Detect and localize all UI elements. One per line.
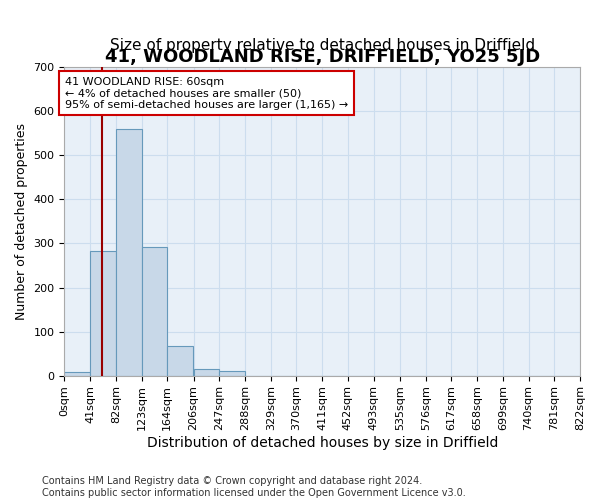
X-axis label: Distribution of detached houses by size in Driffield: Distribution of detached houses by size … (146, 436, 498, 450)
Bar (167, 346, 193, 376)
Bar (116, 129, 142, 376)
Bar (90, 251, 116, 376)
Text: Size of property relative to detached houses in Driffield: Size of property relative to detached ho… (110, 38, 535, 54)
Text: 41 WOODLAND RISE: 60sqm
← 4% of detached houses are smaller (50)
95% of semi-det: 41 WOODLAND RISE: 60sqm ← 4% of detached… (65, 76, 348, 110)
Bar (64, 372, 90, 376)
Bar (142, 246, 167, 376)
Text: Contains HM Land Registry data © Crown copyright and database right 2024.
Contai: Contains HM Land Registry data © Crown c… (42, 476, 466, 498)
Title: 41, WOODLAND RISE, DRIFFIELD, YO25 5JD: 41, WOODLAND RISE, DRIFFIELD, YO25 5JD (104, 48, 540, 66)
Bar (194, 369, 220, 376)
Bar (220, 371, 245, 376)
Y-axis label: Number of detached properties: Number of detached properties (15, 123, 28, 320)
